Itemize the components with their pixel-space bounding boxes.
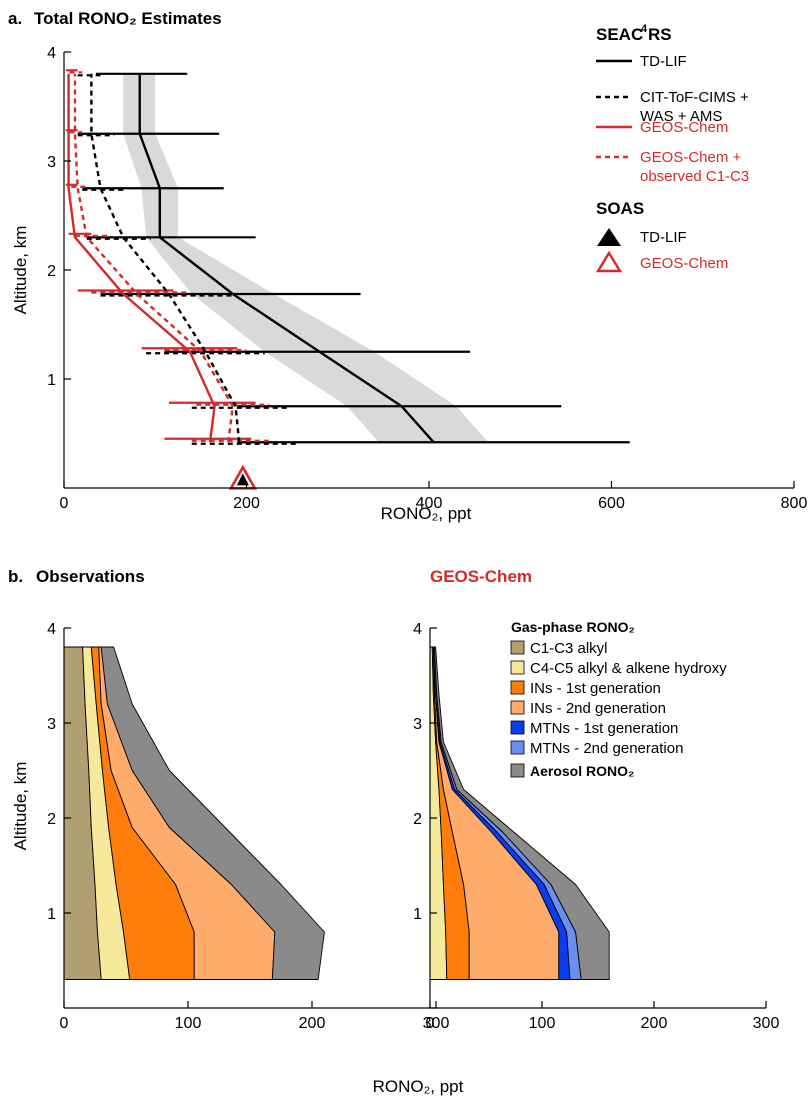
legend-label-geos-chem-3: GEOS-Chem +	[640, 149, 742, 166]
observations-y-tick-label-1: 1	[47, 906, 56, 923]
panel-a-x-tick-label-600: 600	[598, 495, 625, 512]
legend-label-line2-observed-c1-c3: observed C1-C3	[640, 168, 749, 185]
panel-a: a. Total RONO₂ Estimates 0 200 400 600 800 1 2…	[8, 9, 807, 523]
panel-a-y-axis-label: Altitude, km	[11, 226, 30, 315]
geos-chem-x-tick-label-0: 0	[426, 1015, 435, 1032]
geos-chem-x-tick-label-200: 200	[641, 1015, 668, 1032]
legend-label-soas-geos-chem: GEOS-Chem	[640, 255, 728, 272]
legend-label-c1-c3-alkyl: C1-C3 alkyl	[530, 640, 608, 657]
geos-chem-y-tick-label-3: 3	[413, 716, 422, 733]
td-lif-uncertainty-band	[123, 73, 489, 443]
panel-a-x-tick-label-400: 400	[416, 495, 443, 512]
panel-b-legend: Gas-phase RONO₂ C1-C3 alkyl C4-C5 alkyl & …	[510, 619, 727, 779]
legend-label-c4-c5-alkyl-alkene-hydroxy: C4-C5 alkyl & alkene hydroxy	[530, 660, 727, 677]
series-line-geos-chem-observed-c1-c3	[73, 73, 235, 443]
legend-swatch-c4-c5-alkyl-alkene-hydroxy	[510, 660, 525, 675]
geos-chem-y-tick-label-1: 1	[413, 906, 422, 923]
legend-label-ins-1st-generation: INs - 1st generation	[530, 680, 661, 697]
geos-chem-axes: 0 100 200 300 1 2 3 4	[413, 621, 779, 1032]
legend-swatch-c1-c3-alkyl	[510, 640, 525, 655]
legend-label-td-lif-0: TD-LIF	[640, 53, 687, 70]
panel-b-observations-title: Observations	[36, 567, 145, 586]
panel-a-y-tick-label-1: 1	[47, 372, 56, 389]
legend-swatch-aerosol-rono2	[510, 763, 525, 778]
series-lines	[67, 73, 435, 444]
panel-b-label: b.	[8, 567, 23, 586]
panel-a-x-axis-label: RONO₂, ppt	[381, 504, 472, 523]
legend-label-mtns-2nd-generation: MTNs - 2nd generation	[530, 740, 683, 757]
legend-open-triangle-icon	[595, 250, 623, 273]
geos-chem-area-aerosol-rono	[434, 646, 610, 980]
geos-chem-y-tick-label-4: 4	[413, 621, 422, 638]
legend-swatch-ins-2nd-generation	[510, 700, 525, 715]
series-line-td-lif	[138, 73, 435, 444]
legend-label-soas-td-lif: TD-LIF	[640, 229, 687, 246]
legend-group-title-seac4rs: SEAC	[596, 25, 643, 44]
legend-title-gas-phase: Gas-phase RONO₂	[511, 619, 635, 635]
observations-x-tick-label-200: 200	[299, 1015, 326, 1032]
geos-chem-x-tick-label-300: 300	[753, 1015, 780, 1032]
panel-a-label: a.	[8, 9, 22, 28]
legend-swatch-ins-1st-generation	[510, 680, 525, 695]
observations-x-tick-label-300: 300	[423, 1015, 450, 1032]
geos-chem-x-tick-label-100: 100	[529, 1015, 556, 1032]
legend-filled-triangle-icon	[597, 228, 621, 246]
panel-a-axes: 0 200 400 600 800 1 2 3 4	[47, 45, 807, 512]
legend-label-aerosol-rono2: Aerosol RONO₂	[530, 763, 634, 779]
panel-b-geos-chem-title: GEOS-Chem	[430, 567, 532, 586]
legend-group-title-soas: SOAS	[596, 199, 644, 218]
panel-a-x-tick-label-800: 800	[781, 495, 808, 512]
observations-y-tick-label-3: 3	[47, 716, 56, 733]
legend-label-mtns-1st-generation: MTNs - 1st generation	[530, 720, 678, 737]
geos-chem-stacked-areas	[429, 646, 610, 980]
td-lif-uncertainty-band-polygon	[123, 73, 489, 443]
observations-stacked-areas	[63, 646, 325, 980]
series-line-geos-chem	[67, 73, 216, 443]
observations-area-aerosol-rono	[100, 646, 325, 980]
legend-label-cit-tof-cims-1: CIT-ToF-CIMS +	[640, 89, 749, 106]
observations-y-tick-label-2: 2	[47, 811, 56, 828]
observations-axes: 0 100 200 300 1 2 3 4	[47, 621, 449, 1032]
legend-swatch-mtns-1st-generation	[510, 720, 525, 735]
observations-x-tick-label-100: 100	[175, 1015, 202, 1032]
observations-x-tick-label-0: 0	[60, 1015, 69, 1032]
panel-a-title: Total RONO₂ Estimates	[34, 9, 222, 28]
panel-a-y-tick-label-4: 4	[47, 45, 56, 62]
legend-label-line2-was-ams: WAS + AMS	[640, 108, 722, 125]
panel-b-observations: b. Observations 0 100 200 300 1 2 3 4 Altitude,…	[8, 567, 449, 1032]
legend-group-title-superscript: 4	[641, 23, 648, 35]
panel-b-y-axis-label: Altitude, km	[11, 762, 30, 851]
panel-b-x-axis-label: RONO₂, ppt	[373, 1077, 464, 1096]
panel-a-y-tick-label-2: 2	[47, 263, 56, 280]
observations-y-tick-label-4: 4	[47, 621, 56, 638]
legend-label-geos-chem-2: GEOS-Chem	[640, 119, 728, 136]
legend-label-ins-2nd-generation: INs - 2nd generation	[530, 700, 666, 717]
panel-a-x-tick-label-0: 0	[60, 495, 69, 512]
panel-a-y-tick-label-3: 3	[47, 154, 56, 171]
series-line-cit-tof-cims-was-ams	[90, 73, 241, 443]
legend-swatch-mtns-2nd-generation	[510, 740, 525, 755]
soas-td-lif-marker	[236, 473, 249, 486]
soas-markers	[228, 464, 258, 490]
panel-b-geos-chem: GEOS-Chem 0 100 200 300 1 2 3 4 Gas-phase RONO₂…	[413, 567, 779, 1032]
panel-a-x-tick-label-200: 200	[233, 495, 260, 512]
geos-chem-y-tick-label-2: 2	[413, 811, 422, 828]
legend-group-title-rs: RS	[648, 25, 672, 44]
